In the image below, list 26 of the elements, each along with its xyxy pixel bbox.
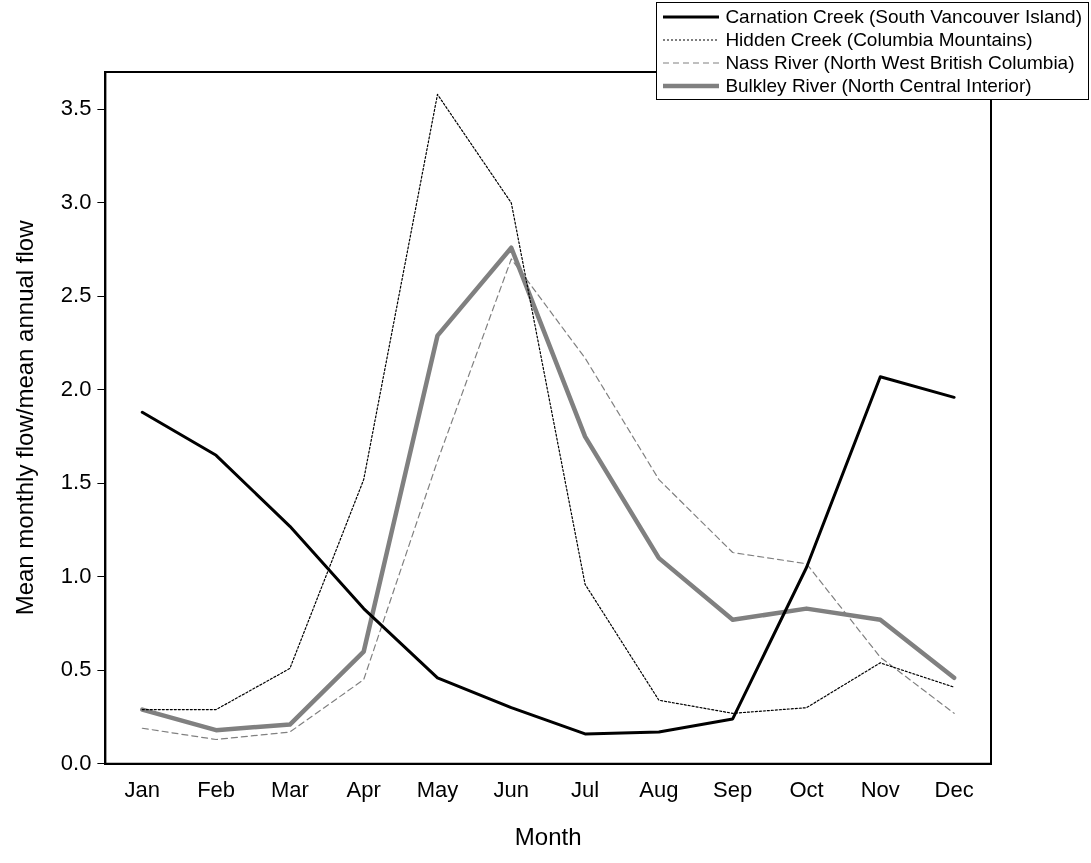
x-tick-label: Nov [860, 777, 900, 803]
x-tick-label: Mar [270, 777, 309, 803]
x-tick-label: Apr [346, 777, 381, 803]
x-tick-label: Dec [934, 777, 974, 803]
y-tick-label: 1.0 [60, 562, 92, 588]
y-tick-label: 3.0 [60, 188, 92, 214]
y-tick-label: 2.0 [60, 375, 92, 401]
x-tick-label: Aug [639, 777, 679, 803]
y-axis-title: Mean monthly flow/mean annual flow [11, 219, 39, 616]
x-tick-label: Oct [789, 777, 824, 803]
y-tick-label: 1.5 [60, 469, 92, 495]
y-tick-label: 2.5 [60, 282, 92, 308]
legend-label: Bulkley River (North Central Interior) [725, 74, 1032, 97]
y-tick-label: 0.5 [60, 656, 92, 682]
y-tick-label: 0.0 [60, 749, 92, 775]
x-tick-label: Jan [124, 777, 161, 803]
x-tick-label: Jun [493, 777, 530, 803]
legend-label: Hidden Creek (Columbia Mountains) [725, 28, 1033, 51]
legend-label: Nass River (North West British Columbia) [725, 51, 1075, 74]
x-tick-label: Sep [713, 777, 753, 803]
x-tick-label: Jul [571, 777, 600, 803]
x-axis-title: Month [514, 823, 582, 851]
y-tick-label: 3.5 [60, 95, 92, 121]
legend-label: Carnation Creek (South Vancouver Island) [725, 5, 1082, 28]
x-tick-label: Feb [197, 777, 236, 803]
x-tick-label: May [416, 777, 459, 803]
